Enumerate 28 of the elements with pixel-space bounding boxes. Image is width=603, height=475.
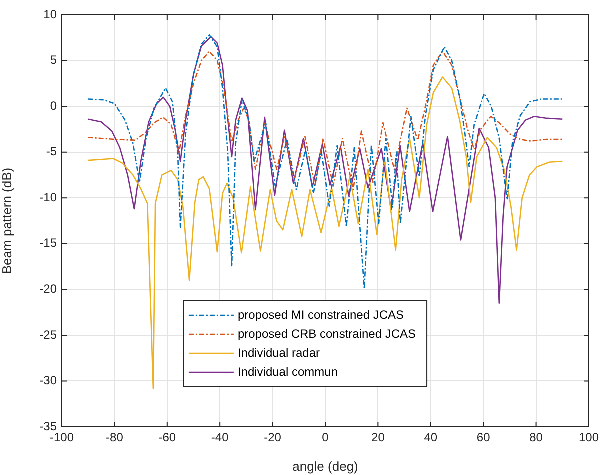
x-tick-label: 60 [476, 430, 491, 445]
x-tick-label: -80 [106, 430, 124, 445]
legend-label: proposed CRB constrained JCAS [238, 326, 416, 341]
x-tick-label: 0 [322, 430, 330, 445]
legend-label: Individual radar [238, 346, 320, 360]
x-tick-label: -60 [158, 430, 176, 445]
y-tick-label: -30 [40, 374, 58, 388]
x-tick-label: 20 [372, 430, 386, 445]
x-tick-label: -20 [264, 430, 282, 445]
legend-label: Individual commun [238, 364, 338, 379]
y-tick-label: -15 [40, 236, 58, 250]
y-tick-label: 10 [44, 7, 58, 22]
y-tick-label: -35 [40, 419, 58, 434]
y-tick-label: -10 [40, 190, 58, 204]
x-tick-label: 100 [578, 430, 600, 445]
y-tick-label: -25 [40, 328, 58, 342]
x-tick-label: 40 [424, 430, 438, 445]
x-tick-label: 80 [530, 430, 544, 445]
x-tick-label: -100 [50, 430, 74, 445]
y-tick-label: -5 [46, 144, 58, 159]
y-tick-label: 5 [50, 53, 58, 68]
x-tick-label: -40 [211, 430, 230, 445]
y-tick-label: 0 [50, 98, 58, 113]
legend-label: proposed MI constrained JCAS [238, 308, 404, 322]
y-tick-label: -20 [40, 282, 58, 296]
line-series [88, 50, 564, 191]
x-axis-title: angle (deg) [292, 458, 358, 474]
y-axis-title: Beam pattern (dB) [0, 168, 14, 274]
